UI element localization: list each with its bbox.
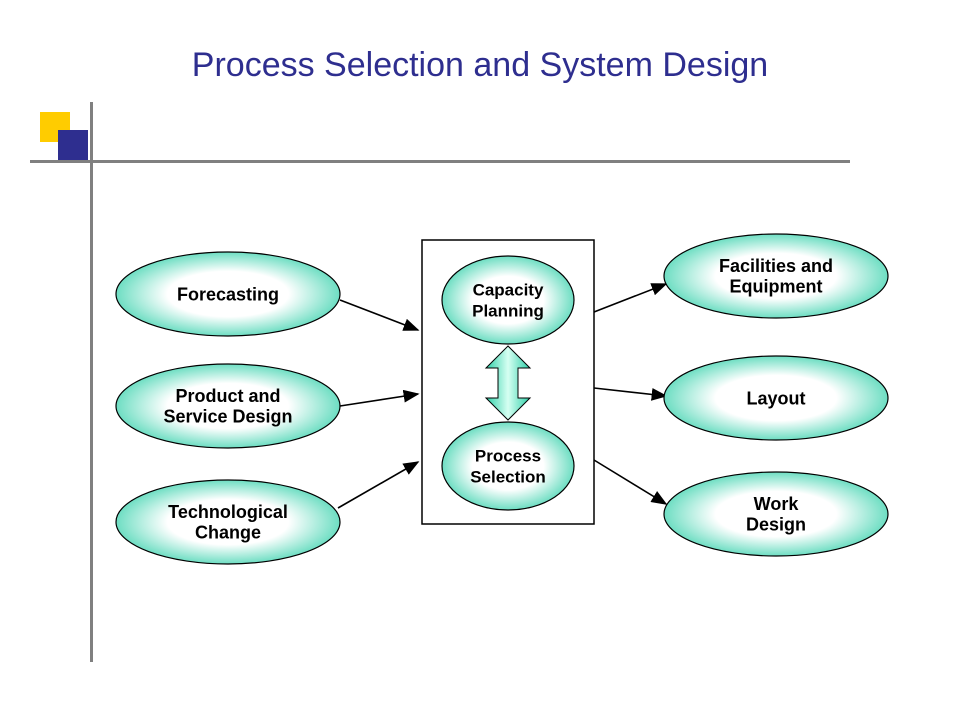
arrow-a_prod_in: [340, 394, 418, 406]
node-label-layout: Layout: [746, 388, 805, 408]
node-ellipse-process_sel: [442, 422, 574, 510]
node-work_design: WorkDesign: [664, 472, 888, 556]
node-label-facilities: Facilities andEquipment: [719, 256, 833, 297]
arrow-a_forecast_in: [340, 300, 418, 330]
node-capacity: CapacityPlanning: [442, 256, 574, 344]
arrow-a_out_work: [594, 460, 666, 504]
node-label-forecasting: Forecasting: [177, 284, 279, 304]
node-prod_service: Product andService Design: [116, 364, 340, 448]
node-facilities: Facilities andEquipment: [664, 234, 888, 318]
diagram-canvas: Forecasting Product andService Design Tech…: [0, 0, 960, 720]
node-layout: Layout: [664, 356, 888, 440]
node-label-capacity: CapacityPlanning: [472, 281, 544, 321]
node-tech_change: TechnologicalChange: [116, 480, 340, 564]
arrow-a_out_layout: [594, 388, 666, 396]
node-process_sel: ProcessSelection: [442, 422, 574, 510]
node-label-work_design: WorkDesign: [746, 494, 806, 535]
arrow-a_tech_in: [338, 462, 418, 508]
bi-arrow-capacity-process: [486, 346, 530, 420]
node-ellipse-capacity: [442, 256, 574, 344]
node-label-process_sel: ProcessSelection: [470, 447, 546, 487]
node-forecasting: Forecasting: [116, 252, 340, 336]
node-label-prod_service: Product andService Design: [163, 386, 292, 427]
slide-root: Process Selection and System Design: [0, 0, 960, 720]
arrow-a_out_fac: [594, 284, 666, 312]
